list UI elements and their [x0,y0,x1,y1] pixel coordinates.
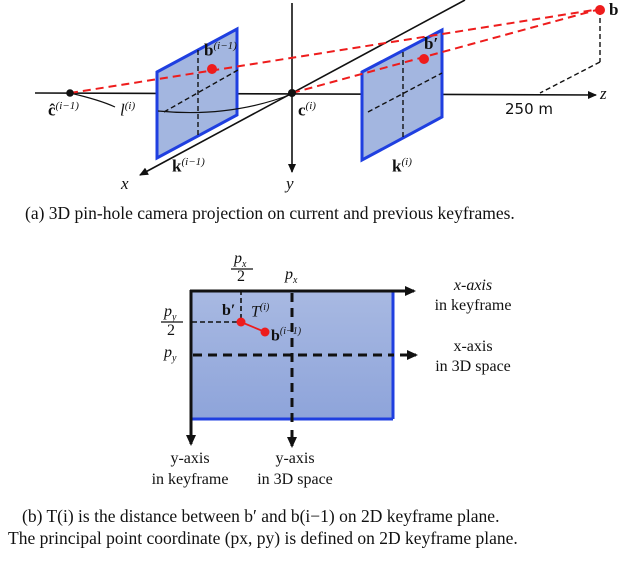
label-k-prev: k(i−1) [172,156,205,176]
label-x-axis-keyframe: x-axis in keyframe [434,277,512,314]
label-b-prime: b′ [424,34,439,53]
label-px-half-den: 2 [237,268,245,285]
label-b-prev-2d: b(i−1) [271,326,302,345]
label-axis-x: x [121,174,129,193]
b-prev-point-2d [260,327,270,337]
b-prime-point [419,54,429,64]
label-k-i: k(i) [392,156,412,176]
caption-b-line1: (b) T(i) is the distance between b′ and … [22,506,500,526]
c-hat-prev-point [66,89,74,97]
label-px: px [285,266,298,287]
caption-b-line2: The principal point coordinate (px, py) … [8,528,518,548]
label-y-axis-3d: y-axis in 3D space [257,450,333,488]
c-i-point [288,89,296,97]
label-distance: 250 m [505,100,554,118]
x-axis-line [139,0,466,176]
label-py: py [164,344,177,365]
b-prime-point-2d [236,317,246,327]
label-x-axis-3d: x-axis in 3D space [435,338,511,375]
label-py-half-den: 2 [167,322,175,339]
label-y-axis-keyframe: y-axis in keyframe [151,450,229,488]
z-axis-line [34,90,597,99]
label-T: T(i) [251,302,270,321]
b-prev-point [207,64,217,74]
label-py-half-num: py [164,303,177,324]
label-b-prev: b(i−1) [204,40,237,60]
label-axis-z: z [600,84,607,103]
b-point [595,5,605,15]
label-c-hat-prev: ĉ(i−1) [48,100,79,120]
label-axis-y: y [286,174,294,193]
label-px-half-num: px [234,250,247,271]
label-b: b [609,0,619,19]
caption-a: (a) 3D pin-hole camera projection on cur… [25,203,515,223]
label-c-i: c(i) [298,100,316,120]
figure-a-diagram [34,0,605,176]
label-l-i: l(i) [120,100,136,120]
label-b-prime-2d: b′ [222,302,236,319]
keyframe-prev-plane [155,26,239,161]
